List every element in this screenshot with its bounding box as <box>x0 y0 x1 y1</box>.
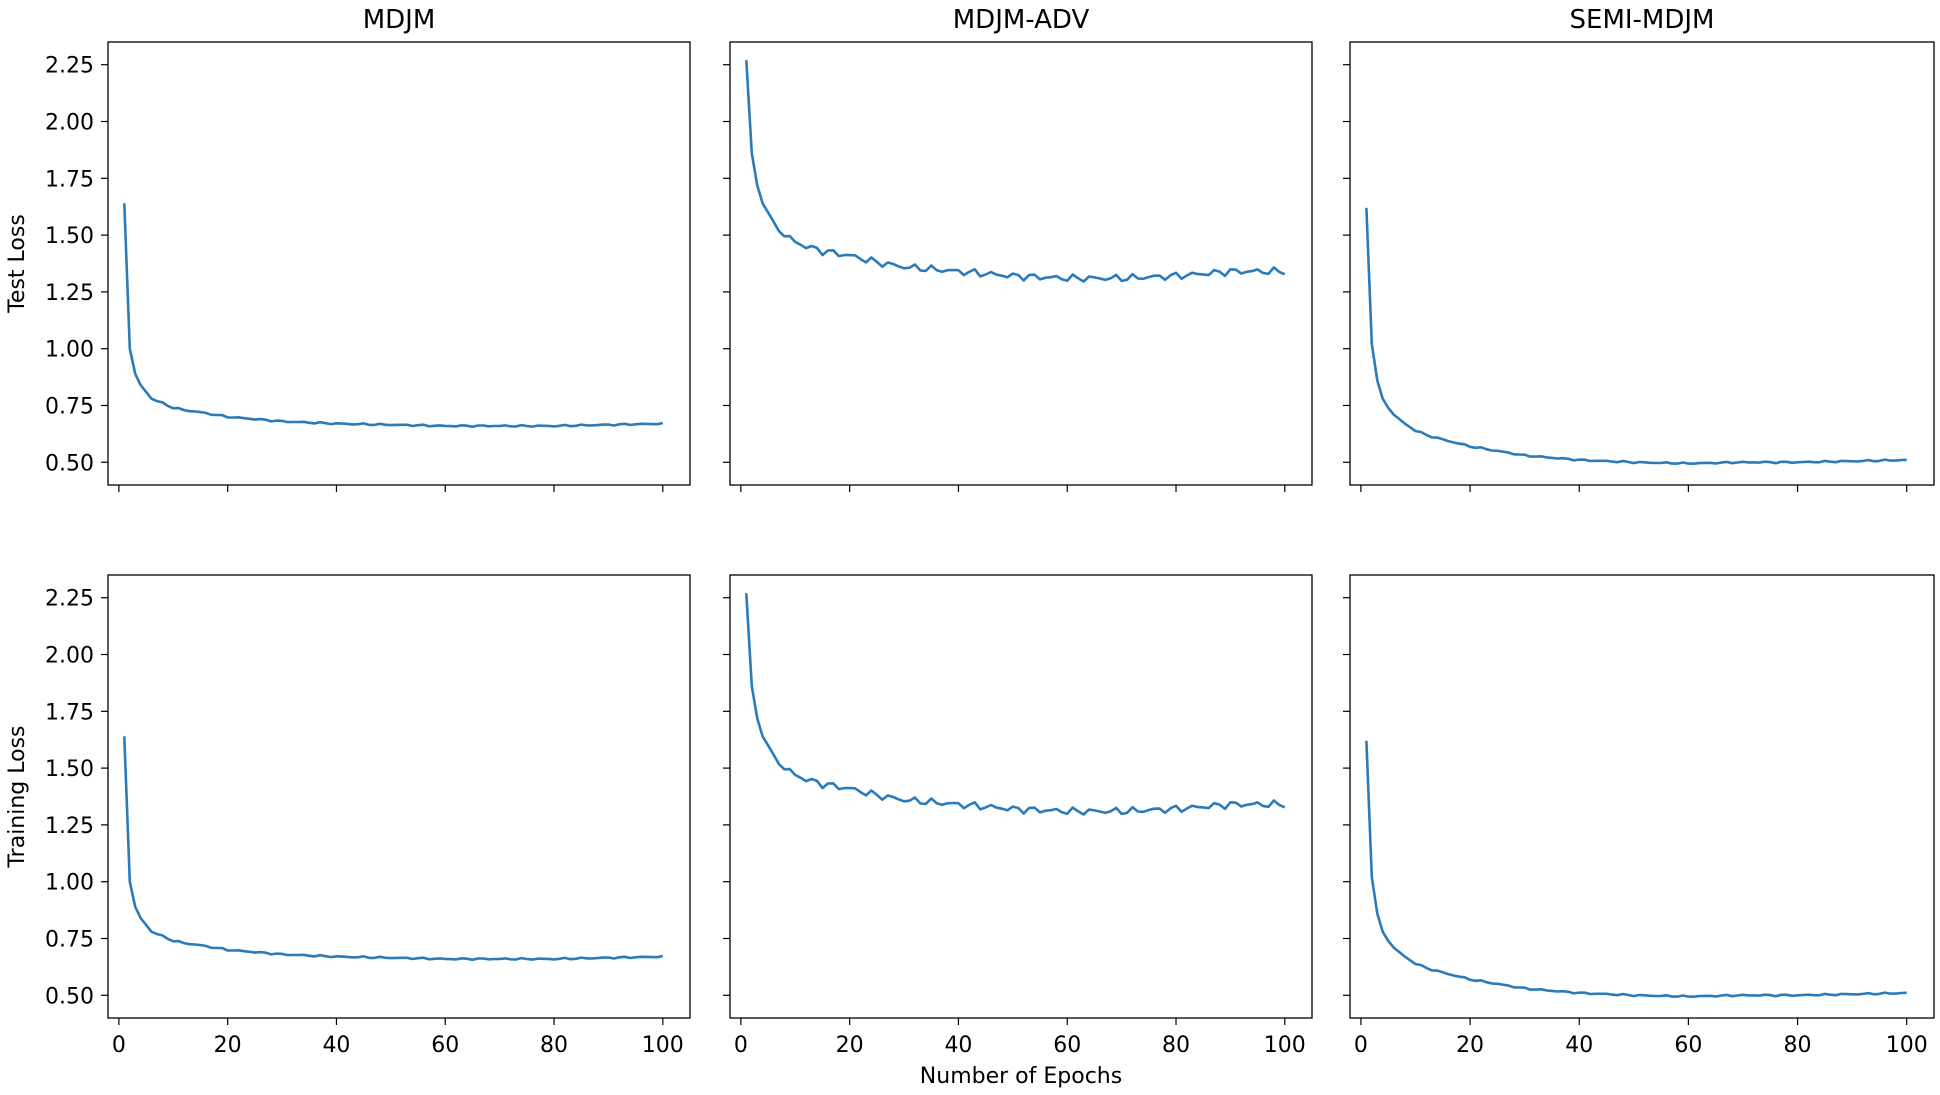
series-line-semi-mdjm <box>1365 740 1907 998</box>
plot-frame <box>107 41 691 486</box>
y-tick-label: 1.75 <box>45 167 94 192</box>
x-tick-label: 20 <box>214 1033 242 1058</box>
y-tick-label: 1.00 <box>45 871 94 896</box>
subplot-semi-mdjm-training: 0 20 40 60 80 100 <box>1343 574 1935 1058</box>
series-line-mdjm <box>123 736 664 962</box>
y-tick-label: 2.25 <box>45 587 94 612</box>
x-tick-label: 60 <box>431 1033 459 1058</box>
plot-frame <box>107 574 691 1019</box>
x-tick-label: 20 <box>1456 1033 1484 1058</box>
subplot-mdjm-adv-training: 0 20 40 60 80 100 <box>723 574 1313 1058</box>
x-tick-label: 80 <box>1162 1033 1190 1058</box>
y-tick-label: 0.50 <box>45 451 94 476</box>
y-tick-label: 1.50 <box>45 224 94 249</box>
plot-frame <box>1349 41 1935 486</box>
x-tick-label: 20 <box>836 1033 864 1058</box>
x-tick-label: 80 <box>1784 1033 1812 1058</box>
y-tick-label: 1.50 <box>45 757 94 782</box>
x-tick-label: 40 <box>1565 1033 1593 1058</box>
subplot-title: MDJM <box>363 5 436 35</box>
x-tick-label: 100 <box>642 1033 684 1058</box>
subplot-semi-mdjm-test: SEMI-MDJM <box>1343 5 1935 492</box>
x-tick-label: 0 <box>1354 1033 1368 1058</box>
y-axis-label: Test Loss <box>5 214 30 314</box>
subplot-title: SEMI-MDJM <box>1570 5 1715 35</box>
x-tick-label: 40 <box>944 1033 972 1058</box>
x-tick-label: 0 <box>734 1033 748 1058</box>
x-tick-label: 0 <box>112 1033 126 1058</box>
y-tick-label: 2.00 <box>45 111 94 136</box>
x-tick-label: 80 <box>540 1033 568 1058</box>
y-tick-label: 1.25 <box>45 281 94 306</box>
x-tick-label: 100 <box>1264 1033 1306 1058</box>
x-tick-label: 60 <box>1053 1033 1081 1058</box>
y-tick-label: 1.00 <box>45 338 94 363</box>
x-tick-label: 60 <box>1674 1033 1702 1058</box>
y-tick-label: 0.75 <box>45 394 94 419</box>
plot-frame <box>729 41 1313 486</box>
series-line-semi-mdjm <box>1365 207 1907 465</box>
x-tick-label: 100 <box>1886 1033 1928 1058</box>
y-tick-label: 1.25 <box>45 814 94 839</box>
plot-layer: 0.50 0.75 1.00 1.25 1.50 1.75 2.00 2.25 MDJM MDJM… <box>5 5 1935 1089</box>
series-line-mdjm-adv <box>745 593 1286 816</box>
series-line-mdjm <box>123 203 664 429</box>
subplot-title: MDJM-ADV <box>953 5 1090 35</box>
subplot-mdjm-training: 0.50 0.75 1.00 1.25 1.50 1.75 2.00 2.25 0 20 40 60 8… <box>45 574 691 1058</box>
y-tick-label: 0.75 <box>45 927 94 952</box>
y-tick-label: 0.50 <box>45 984 94 1009</box>
x-axis-label: Number of Epochs <box>920 1064 1122 1089</box>
plot-frame <box>729 574 1313 1019</box>
y-tick-label: 1.75 <box>45 700 94 725</box>
subplot-mdjm-test: 0.50 0.75 1.00 1.25 1.50 1.75 2.00 2.25 MDJM <box>45 5 691 492</box>
plot-frame <box>1349 574 1935 1019</box>
subplot-mdjm-adv-test: MDJM-ADV <box>723 5 1313 492</box>
series-line-mdjm-adv <box>745 60 1286 283</box>
y-axis-label: Training Loss <box>5 725 30 868</box>
y-tick-label: 2.00 <box>45 644 94 669</box>
y-tick-label: 2.25 <box>45 54 94 79</box>
x-tick-label: 40 <box>322 1033 350 1058</box>
